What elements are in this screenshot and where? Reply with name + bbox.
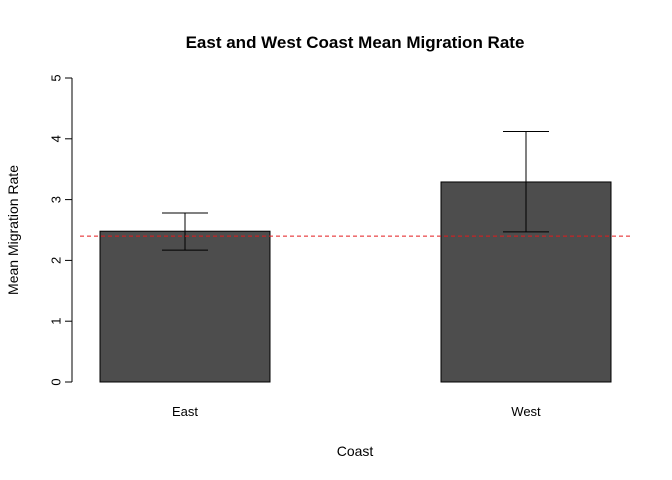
y-axis: 0 1 2 3 4 5 [49,74,73,386]
error-bars [162,131,549,251]
chart-title: East and West Coast Mean Migration Rate [186,33,525,52]
y-tick-label: 3 [49,196,64,203]
x-axis-label: Coast [337,443,374,459]
y-tick-label: 5 [49,74,64,81]
y-tick-label: 1 [49,318,64,325]
y-tick-label: 0 [49,378,64,385]
bar [99,230,271,383]
x-tick-labels: East West [172,404,541,419]
x-tick-label: West [511,404,541,419]
y-tick-label: 4 [49,135,64,142]
y-tick-label: 2 [49,257,64,264]
y-axis-label: Mean Migration Rate [5,165,21,295]
bars [99,181,612,383]
x-tick-label: East [172,404,198,419]
